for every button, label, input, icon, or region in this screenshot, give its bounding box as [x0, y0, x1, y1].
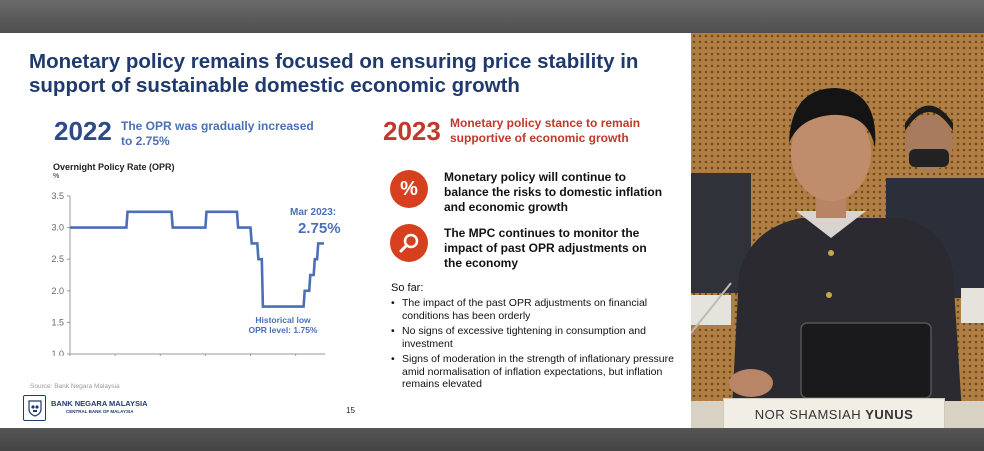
year-2022-desc: The OPR was gradually increased to 2.75%: [121, 119, 314, 149]
bank-name: BANK NEGARA MALAYSIA: [51, 399, 148, 408]
year-2022: 2022: [54, 116, 112, 146]
face-mask: [909, 149, 949, 167]
percent-icon: %: [390, 170, 428, 208]
annotation-low-line: OPR level: 1.75%: [248, 325, 318, 335]
bank-subtitle: CENTRAL BANK OF MALAYSIA: [66, 409, 134, 414]
nameplate-first: NOR SHAMSIAH: [754, 406, 866, 422]
speaker-head: [791, 105, 871, 201]
chart-source: Source: Bank Negara Malaysia: [30, 383, 120, 390]
magnifier-icon: [390, 224, 428, 262]
point-line: the economy: [444, 256, 519, 270]
year-2023-desc: Monetary policy stance to remain support…: [450, 116, 640, 146]
year-2022-desc-line: to 2.75%: [121, 134, 170, 148]
tablet: [800, 322, 932, 399]
point-line: The MPC continues to monitor the: [444, 226, 640, 240]
y-tick-label: 3.0: [51, 223, 64, 233]
y-tick-label: 1.0: [51, 349, 64, 356]
year-2023-desc-line: Monetary policy stance to remain: [450, 116, 641, 130]
speaker-video: NOR SHAMSIAH YUNUS: [691, 33, 984, 428]
annotation-mar-label: Mar 2023:: [290, 207, 337, 218]
bullet-item: Signs of moderation in the strength of i…: [391, 353, 681, 391]
annotation-low-line: Historical low: [255, 315, 311, 325]
bnm-logo-icon: [23, 395, 46, 421]
speaker-hair: [789, 88, 876, 148]
page-number: 15: [346, 406, 355, 415]
presentation-slide: Monetary policy remains focused on ensur…: [0, 33, 691, 428]
bottom-bar: [0, 428, 984, 451]
point-monetary-policy: Monetary policy will continue to balance…: [444, 170, 662, 215]
point-line: balance the risks to domestic inflation: [444, 185, 663, 199]
point-mpc-monitor: The MPC continues to monitor the impact …: [444, 226, 647, 271]
so-far-label: So far:: [391, 282, 424, 294]
year-2023-desc-line: supportive of economic growth: [450, 131, 629, 145]
speaker-illustration: [691, 88, 984, 428]
point-line: Monetary policy will continue to: [444, 170, 627, 184]
opr-series-line: [70, 210, 324, 308]
y-tick-label: 2.0: [51, 286, 64, 296]
chart-title: Overnight Policy Rate (OPR): [53, 162, 175, 172]
bullet-item: No signs of excessive tightening in cons…: [391, 325, 681, 350]
chart-y-unit: %: [53, 173, 60, 180]
slide-title: Monetary policy remains focused on ensur…: [29, 50, 639, 97]
bullet-item: The impact of the past OPR adjustments o…: [391, 297, 681, 322]
y-tick-label: 2.5: [51, 254, 64, 264]
annotation-historical-low: Historical low OPR level: 1.75%: [243, 315, 323, 335]
top-bar: [0, 0, 984, 33]
point-line: impact of past OPR adjustments on: [444, 241, 647, 255]
y-tick-label: 1.5: [51, 317, 64, 327]
year-2023: 2023: [383, 116, 441, 146]
speaker-nameplate: NOR SHAMSIAH YUNUS: [723, 398, 945, 428]
microphone: [691, 282, 732, 334]
nameplate-last: YUNUS: [865, 406, 914, 422]
annotation-mar-value: 2.75%: [298, 220, 341, 237]
opr-chart: 1.01.52.02.53.03.52012201420162018202020…: [51, 191, 325, 356]
y-tick-label: 3.5: [51, 191, 64, 201]
so-far-bullets: The impact of the past OPR adjustments o…: [391, 297, 681, 394]
point-line: and economic growth: [444, 200, 569, 214]
year-2022-desc-line: The OPR was gradually increased: [121, 119, 314, 133]
